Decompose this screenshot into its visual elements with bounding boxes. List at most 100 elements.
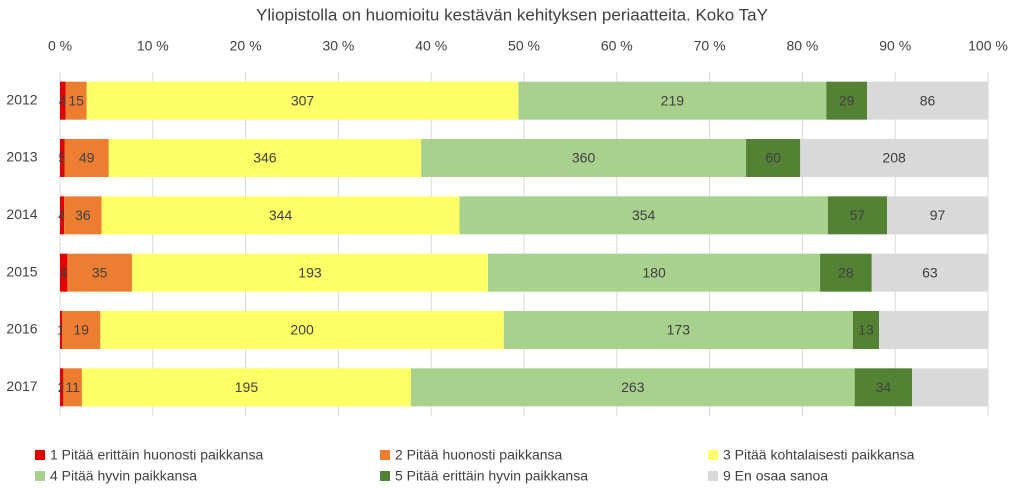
data-label: 193: [298, 264, 322, 280]
x-tick-label: 10 %: [137, 38, 169, 54]
bar-segment: [86, 81, 519, 120]
bar-segment: [60, 368, 64, 407]
data-label: 36: [75, 207, 91, 223]
legend-swatch: [380, 450, 390, 460]
data-label: 35: [92, 264, 108, 280]
data-label: 219: [661, 92, 685, 108]
bar-segment: [62, 311, 101, 349]
bar-segment: [410, 368, 855, 407]
y-tick-label: 2013: [6, 149, 37, 165]
legend-swatch: [708, 471, 718, 481]
legend-swatch: [380, 471, 390, 481]
legend-label: 5 Pitää erittäin hyvin paikkansa: [395, 468, 588, 484]
bar-segment: [64, 196, 102, 235]
data-label: 28: [838, 264, 854, 280]
bar-segment: [67, 253, 132, 292]
bar-segment: [60, 311, 63, 349]
bar-segment: [746, 139, 801, 177]
bar-segment: [827, 196, 888, 235]
bar-segment: [60, 253, 68, 292]
data-label: 57: [850, 207, 866, 223]
x-tick-label: 30 %: [322, 38, 354, 54]
bar-segment: [518, 81, 827, 120]
bar-segment: [100, 311, 504, 349]
data-label: 346: [253, 150, 277, 166]
bar-segment: [854, 368, 913, 407]
data-label: 344: [269, 207, 293, 223]
legend-label: 2 Pitää huonosti paikkansa: [395, 447, 563, 463]
bar-segment: [852, 311, 880, 349]
bar-segment: [101, 196, 460, 235]
data-label: 307: [291, 92, 315, 108]
x-tick-label: 60 %: [601, 38, 633, 54]
legend-swatch: [35, 471, 45, 481]
data-label: 5: [58, 150, 66, 166]
bar-segment: [820, 253, 872, 292]
data-label: 13: [858, 322, 874, 338]
y-tick-label: 2014: [6, 206, 37, 222]
data-label: 208: [882, 150, 906, 166]
bar-segment: [60, 139, 65, 177]
data-label: 4: [59, 92, 67, 108]
data-label: 4: [60, 264, 68, 280]
data-label: 263: [621, 379, 645, 395]
bar-segment: [488, 253, 821, 292]
x-tick-label: 80 %: [786, 38, 818, 54]
x-tick-label: 70 %: [694, 38, 726, 54]
bar-segment: [63, 368, 82, 407]
y-tick-label: 2016: [6, 321, 37, 337]
legend-swatch: [35, 450, 45, 460]
data-label: 29: [839, 92, 855, 108]
bar-segment: [421, 139, 747, 177]
legend-swatch: [708, 450, 718, 460]
data-label: 1: [57, 322, 65, 338]
bar-segment: [108, 139, 422, 177]
x-tick-label: 40 %: [415, 38, 447, 54]
data-label: 360: [572, 150, 596, 166]
chart-title: Yliopistolla on huomioitu kestävän kehit…: [256, 5, 768, 24]
x-tick-label: 50 %: [508, 38, 540, 54]
data-label: 60: [765, 150, 781, 166]
y-tick-label: 2017: [6, 378, 37, 394]
data-label: 97: [930, 207, 946, 223]
bar-segment: [912, 368, 988, 407]
data-label: 19: [73, 322, 89, 338]
y-tick-label: 2012: [6, 91, 37, 107]
x-tick-label: 20 %: [230, 38, 262, 54]
bar-segment: [60, 196, 65, 235]
data-label: 2: [58, 379, 66, 395]
bar-segment: [60, 81, 66, 120]
legend-label: 1 Pitää erittäin huonosti paikkansa: [50, 447, 263, 463]
bar-segment: [503, 311, 853, 349]
bar-segment: [879, 311, 988, 349]
y-tick-label: 2015: [6, 263, 37, 279]
bar-segment: [800, 139, 988, 177]
legend-label: 9 En osaa sanoa: [723, 468, 828, 484]
data-label: 15: [68, 92, 84, 108]
bar-segment: [64, 139, 109, 177]
bar-segment: [887, 196, 988, 235]
bar-segment: [867, 81, 988, 120]
legend-label: 3 Pitää kohtalaisesti paikkansa: [723, 447, 915, 463]
data-label: 34: [876, 379, 892, 395]
bar-segment: [81, 368, 411, 407]
bar-segment: [459, 196, 828, 235]
data-label: 180: [642, 264, 666, 280]
data-label: 11: [65, 379, 80, 395]
data-label: 195: [235, 379, 259, 395]
x-tick-label: 90 %: [879, 38, 911, 54]
data-label: 86: [920, 92, 936, 108]
data-label: 173: [667, 322, 691, 338]
bar-segment: [871, 253, 988, 292]
bar-segment: [131, 253, 489, 292]
data-label: 354: [632, 207, 656, 223]
legend-label: 4 Pitää hyvin paikkansa: [50, 468, 197, 484]
data-label: 49: [79, 150, 95, 166]
x-tick-label: 0 %: [48, 38, 72, 54]
x-tick-label: 100 %: [968, 38, 1008, 54]
bar-segment: [826, 81, 868, 120]
bar-segment: [65, 81, 87, 120]
data-label: 63: [922, 264, 938, 280]
